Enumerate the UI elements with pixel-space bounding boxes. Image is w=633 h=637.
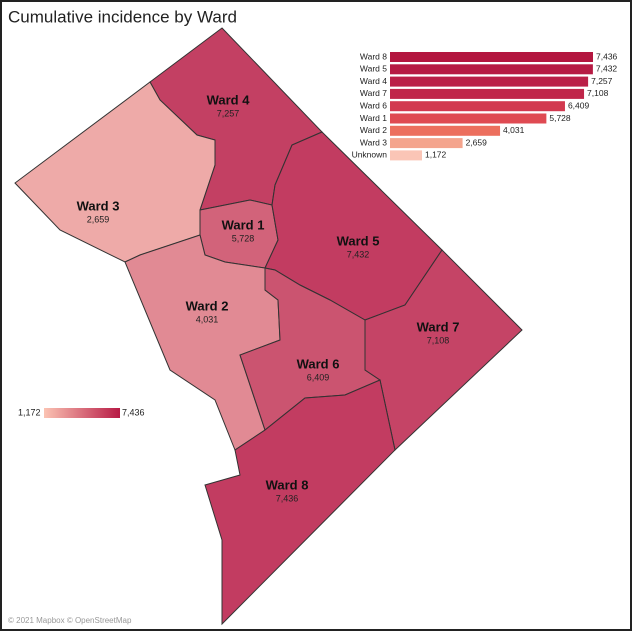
ward-area xyxy=(204,379,396,626)
ward-name: Ward 7 xyxy=(417,319,460,334)
value-label: 6,409 xyxy=(568,100,590,110)
category-label: Ward 5 xyxy=(360,64,387,74)
ward-value: 7,432 xyxy=(347,249,370,259)
title: Cumulative incidence by Ward xyxy=(8,7,237,26)
bar xyxy=(390,76,589,87)
ward-name: Ward 6 xyxy=(297,356,340,371)
category-label: Ward 6 xyxy=(360,100,387,110)
category-label: Unknown xyxy=(352,150,388,160)
ward-name: Ward 5 xyxy=(337,233,380,248)
ward-value: 7,257 xyxy=(217,108,240,118)
category-label: Ward 1 xyxy=(360,113,387,123)
ward-value: 7,436 xyxy=(276,493,299,503)
ward-value: 7,108 xyxy=(427,335,450,345)
category-label: Ward 4 xyxy=(360,76,387,86)
category-label: Ward 7 xyxy=(360,88,387,98)
ward-name: Ward 1 xyxy=(222,217,265,232)
ward-name: Ward 4 xyxy=(207,92,251,107)
value-label: 7,432 xyxy=(596,64,618,74)
attribution: © 2021 Mapbox © OpenStreetMap xyxy=(8,616,132,625)
value-label: 5,728 xyxy=(549,113,571,123)
legend-max: 7,436 xyxy=(122,407,145,417)
bar xyxy=(390,150,422,161)
bar xyxy=(390,113,547,124)
ward-name: Ward 3 xyxy=(77,198,120,213)
legend-min: 1,172 xyxy=(18,407,41,417)
bar xyxy=(390,52,593,62)
bar xyxy=(390,125,501,136)
ward-name: Ward 2 xyxy=(186,298,229,313)
ward-name: Ward 8 xyxy=(266,477,309,492)
value-label: 4,031 xyxy=(503,125,525,135)
ward-value: 5,728 xyxy=(232,233,255,243)
bar xyxy=(390,138,463,149)
value-label: 1,172 xyxy=(425,150,447,160)
ward-value: 6,409 xyxy=(307,372,330,382)
bar xyxy=(390,101,565,112)
category-label: Ward 3 xyxy=(360,137,387,147)
category-label: Ward 2 xyxy=(360,125,387,135)
ward-area xyxy=(364,249,523,451)
ward-value: 2,659 xyxy=(87,214,110,224)
ward-value: 4,031 xyxy=(196,314,219,324)
value-label: 7,257 xyxy=(591,76,613,86)
bar xyxy=(390,64,593,75)
bar xyxy=(390,88,585,99)
value-label: 2,659 xyxy=(466,137,488,147)
value-label: 7,108 xyxy=(587,88,609,98)
value-label: 7,436 xyxy=(596,51,618,61)
category-label: Ward 8 xyxy=(360,51,387,61)
legend-gradient xyxy=(44,408,120,418)
